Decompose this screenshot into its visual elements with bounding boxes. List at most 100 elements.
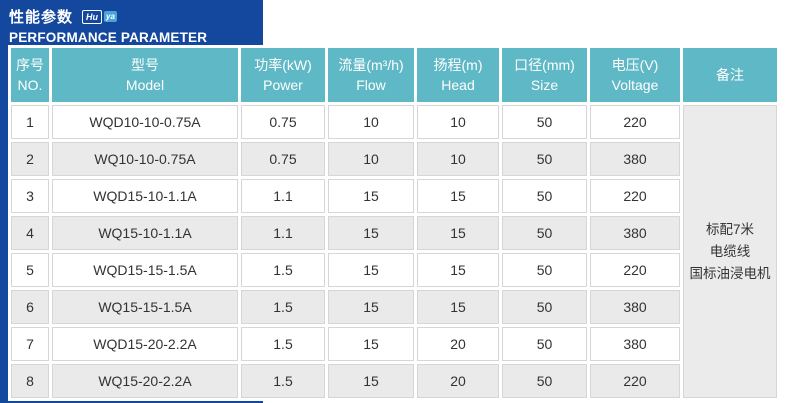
cell-size: 50 [502, 216, 587, 250]
col-header-size-en: Size [530, 77, 559, 93]
cell-head: 10 [417, 142, 499, 176]
cell-flow: 15 [328, 327, 414, 361]
cell-voltage: 380 [590, 327, 680, 361]
col-header-no: 序号 NO. [11, 48, 49, 102]
table-row: 4 WQ15-10-1.1A 1.1 15 15 50 380 [11, 216, 777, 250]
cell-no: 7 [11, 327, 49, 361]
cell-head: 15 [417, 290, 499, 324]
col-header-power-zh: 功率(kW) [254, 57, 312, 73]
cell-head: 15 [417, 216, 499, 250]
cell-size: 50 [502, 179, 587, 213]
col-header-voltage-en: Voltage [611, 77, 659, 93]
remark-line-2: 电缆线 [709, 243, 751, 259]
page-header: 性能参数 Hu ya PERFORMANCE PARAMETER [9, 6, 207, 45]
cell-head: 15 [417, 179, 499, 213]
cell-flow: 15 [328, 364, 414, 398]
cell-model: WQD15-15-1.5A [52, 253, 238, 287]
cell-size: 50 [502, 142, 587, 176]
cell-no: 1 [11, 105, 49, 139]
brand-logo-hu-badge: Hu [82, 9, 103, 24]
col-header-model: 型号 Model [52, 48, 238, 102]
table-row: 2 WQ10-10-0.75A 0.75 10 10 50 380 [11, 142, 777, 176]
col-header-flow-zh: 流量(m³/h) [338, 57, 404, 73]
cell-size: 50 [502, 364, 587, 398]
table-row: 5 WQD15-15-1.5A 1.5 15 15 50 220 [11, 253, 777, 287]
col-header-size-zh: 口径(mm) [514, 57, 575, 73]
cell-model: WQD15-10-1.1A [52, 179, 238, 213]
cell-model: WQ10-10-0.75A [52, 142, 238, 176]
brand-logo: Hu ya [82, 9, 117, 24]
table-row: 8 WQ15-20-2.2A 1.5 15 20 50 220 [11, 364, 777, 398]
cell-model: WQD10-10-0.75A [52, 105, 238, 139]
cell-model: WQD15-20-2.2A [52, 327, 238, 361]
cell-size: 50 [502, 105, 587, 139]
header-row: 序号 NO. 型号 Model 功率(kW) Power 流量(m³/h) Fl… [11, 48, 777, 102]
cell-no: 4 [11, 216, 49, 250]
page-title-en: PERFORMANCE PARAMETER [9, 30, 208, 45]
cell-power: 1.1 [241, 179, 325, 213]
col-header-flow-en: Flow [356, 77, 386, 93]
col-header-power: 功率(kW) Power [241, 48, 325, 102]
col-header-power-en: Power [263, 77, 303, 93]
col-header-head-en: Head [441, 77, 475, 93]
cell-model: WQ15-20-2.2A [52, 364, 238, 398]
cell-no: 8 [11, 364, 49, 398]
parameter-table: 序号 NO. 型号 Model 功率(kW) Power 流量(m³/h) Fl… [8, 45, 780, 401]
cell-size: 50 [502, 290, 587, 324]
cell-power: 1.5 [241, 253, 325, 287]
col-header-model-zh: 型号 [131, 57, 159, 73]
cell-voltage: 220 [590, 253, 680, 287]
brand-logo-ya-badge: ya [104, 11, 117, 22]
cell-model: WQ15-10-1.1A [52, 216, 238, 250]
cell-no: 5 [11, 253, 49, 287]
col-header-remark: 备注 [683, 48, 777, 102]
table-row: 6 WQ15-15-1.5A 1.5 15 15 50 380 [11, 290, 777, 324]
cell-power: 1.5 [241, 364, 325, 398]
cell-flow: 15 [328, 290, 414, 324]
title-row: 性能参数 Hu ya [9, 6, 207, 27]
cell-power: 1.5 [241, 327, 325, 361]
remark-line-3: 国标油浸电机 [689, 265, 771, 281]
cell-remark: 标配7米 电缆线 国标油浸电机 [683, 105, 777, 398]
col-header-no-en: NO. [17, 77, 43, 93]
parameter-table-wrap: 序号 NO. 型号 Model 功率(kW) Power 流量(m³/h) Fl… [8, 45, 780, 401]
col-header-size: 口径(mm) Size [502, 48, 587, 102]
page-title-zh: 性能参数 [9, 9, 74, 26]
cell-power: 1.1 [241, 216, 325, 250]
cell-size: 50 [502, 253, 587, 287]
cell-power: 0.75 [241, 105, 325, 139]
cell-voltage: 380 [590, 142, 680, 176]
col-header-no-zh: 序号 [16, 57, 44, 73]
remark-line-1: 标配7米 [705, 221, 754, 237]
col-header-voltage-zh: 电压(V) [611, 57, 659, 73]
cell-flow: 15 [328, 253, 414, 287]
cell-model: WQ15-15-1.5A [52, 290, 238, 324]
cell-voltage: 220 [590, 105, 680, 139]
table-row: 1 WQD10-10-0.75A 0.75 10 10 50 220 标配7米 … [11, 105, 777, 398]
cell-no: 6 [11, 290, 49, 324]
cell-flow: 15 [328, 179, 414, 213]
col-header-voltage: 电压(V) Voltage [590, 48, 680, 102]
cell-flow: 15 [328, 216, 414, 250]
cell-voltage: 380 [590, 290, 680, 324]
cell-head: 10 [417, 105, 499, 139]
col-header-head: 扬程(m) Head [417, 48, 499, 102]
cell-head: 15 [417, 253, 499, 287]
cell-power: 0.75 [241, 142, 325, 176]
cell-no: 3 [11, 179, 49, 213]
col-header-flow: 流量(m³/h) Flow [328, 48, 414, 102]
cell-voltage: 380 [590, 216, 680, 250]
cell-head: 20 [417, 364, 499, 398]
cell-voltage: 220 [590, 364, 680, 398]
cell-flow: 10 [328, 105, 414, 139]
cell-voltage: 220 [590, 179, 680, 213]
cell-no: 2 [11, 142, 49, 176]
col-header-remark-zh: 备注 [716, 67, 744, 83]
cell-head: 20 [417, 327, 499, 361]
cell-size: 50 [502, 327, 587, 361]
cell-flow: 10 [328, 142, 414, 176]
col-header-head-zh: 扬程(m) [433, 57, 483, 73]
table-row: 7 WQD15-20-2.2A 1.5 15 20 50 380 [11, 327, 777, 361]
table-row: 3 WQD15-10-1.1A 1.1 15 15 50 220 [11, 179, 777, 213]
